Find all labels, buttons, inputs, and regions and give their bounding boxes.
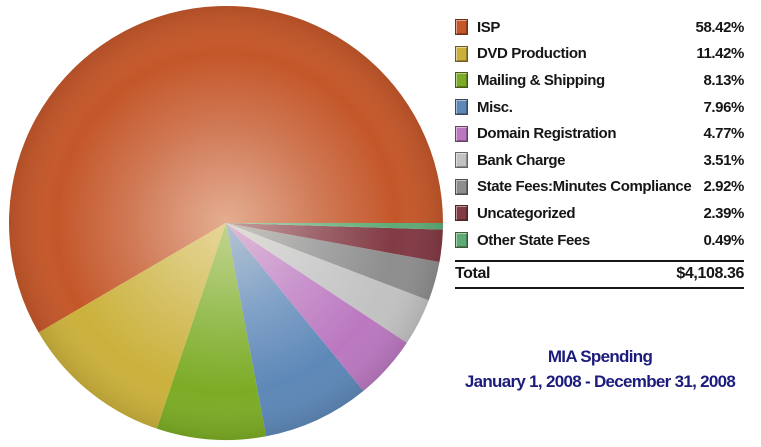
legend-color-swatch [455, 125, 468, 142]
legend-color-swatch [455, 152, 468, 169]
legend-color-swatch [455, 45, 468, 62]
legend-label: State Fees:Minutes Compliance [477, 178, 692, 196]
legend-color-swatch [455, 205, 468, 222]
chart-subtitle: January 1, 2008 - December 31, 2008 [464, 372, 736, 391]
legend-row: Other State Fees 0.49% [455, 227, 744, 254]
title-block: MIA Spending January 1, 2008 - December … [450, 344, 750, 394]
legend-percent: 11.42% [696, 45, 744, 63]
legend-percent: 2.39% [703, 204, 744, 222]
legend-percent: 3.51% [703, 151, 744, 169]
legend-row: Uncategorized 2.39% [455, 200, 744, 227]
legend-label: Mailing & Shipping [477, 71, 605, 89]
legend-row: ISP 58.42% [455, 14, 744, 41]
legend-label: DVD Production [477, 45, 587, 63]
pie-chart [8, 5, 443, 440]
legend-row: Bank Charge 3.51% [455, 147, 744, 174]
legend-color-swatch [455, 178, 468, 195]
legend-row: Mailing & Shipping 8.13% [455, 67, 744, 94]
chart-title: MIA Spending [547, 347, 653, 366]
legend-rows: ISP 58.42% DVD Production 11.42% Mailing… [455, 14, 744, 253]
legend-percent: 8.13% [703, 71, 744, 89]
legend-color-swatch [455, 232, 468, 249]
legend-percent: 4.77% [703, 125, 744, 143]
pie-chart-area [8, 5, 443, 440]
legend-label: ISP [477, 18, 500, 36]
legend-row: DVD Production 11.42% [455, 41, 744, 68]
legend-label: Other State Fees [477, 231, 590, 249]
legend-percent: 0.49% [703, 231, 744, 249]
total-value: $4,108.36 [676, 265, 744, 283]
legend-label: Domain Registration [477, 125, 617, 143]
legend-label: Misc. [477, 98, 513, 116]
legend-total-row: Total $4,108.36 [455, 260, 744, 290]
legend-label: Bank Charge [477, 151, 566, 169]
legend: ISP 58.42% DVD Production 11.42% Mailing… [455, 14, 744, 290]
legend-row: Misc. 7.96% [455, 94, 744, 121]
legend-percent: 2.92% [703, 178, 744, 196]
legend-label: Uncategorized [477, 204, 576, 222]
legend-color-swatch [455, 99, 468, 116]
legend-percent: 7.96% [703, 98, 744, 116]
legend-row: Domain Registration 4.77% [455, 120, 744, 147]
legend-color-swatch [455, 72, 468, 89]
legend-row: State Fees:Minutes Compliance 2.92% [455, 174, 744, 201]
total-label: Total [455, 265, 491, 283]
legend-color-swatch [455, 19, 468, 36]
legend-percent: 58.42% [695, 18, 745, 36]
